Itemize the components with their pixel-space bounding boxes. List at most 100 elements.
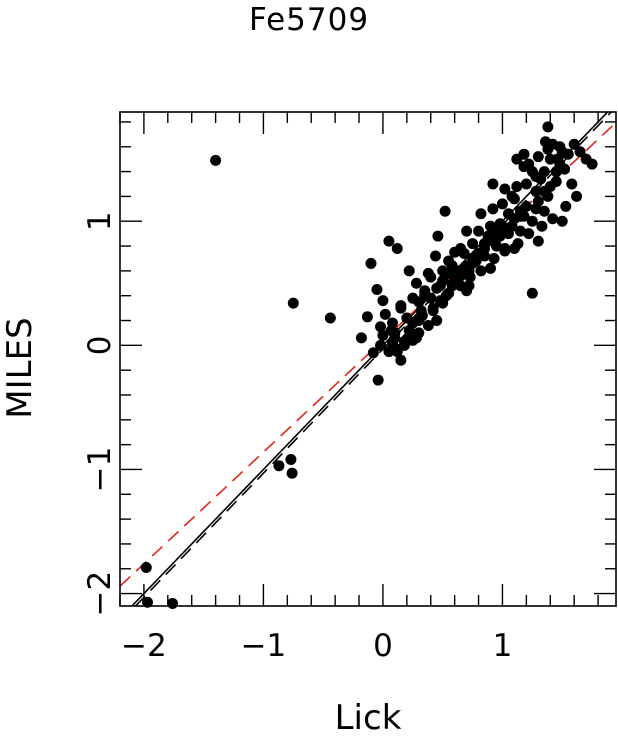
- y-axis-label: MILES: [0, 317, 40, 419]
- data-point: [532, 151, 544, 163]
- data-point: [532, 235, 544, 247]
- data-point: [518, 148, 530, 160]
- data-point: [512, 238, 524, 250]
- axis-ticks: [119, 112, 616, 606]
- data-point: [487, 178, 499, 190]
- data-point: [506, 220, 518, 232]
- data-point: [431, 315, 443, 327]
- data-point: [367, 347, 379, 359]
- data-point: [361, 311, 373, 323]
- data-point: [488, 252, 500, 264]
- data-point: [523, 228, 535, 240]
- data-point: [458, 247, 470, 259]
- y-tick-label: −1: [82, 447, 118, 493]
- data-point: [141, 596, 153, 608]
- data-point: [379, 308, 391, 320]
- data-point: [410, 277, 422, 289]
- data-point: [475, 265, 487, 277]
- data-point: [371, 283, 383, 295]
- data-point: [395, 354, 407, 366]
- dashed-line: [120, 121, 616, 587]
- y-tick-label: 1: [82, 211, 118, 231]
- data-point: [536, 220, 548, 232]
- data-point: [455, 280, 467, 292]
- data-point: [559, 163, 571, 175]
- data-points: [140, 121, 598, 610]
- data-point: [403, 324, 415, 336]
- data-point: [490, 240, 502, 252]
- data-point: [451, 265, 463, 277]
- data-point: [403, 265, 415, 277]
- data-point: [542, 190, 554, 202]
- data-point: [440, 290, 452, 302]
- data-point: [377, 295, 389, 307]
- data-point: [467, 238, 479, 250]
- data-point: [389, 342, 401, 354]
- data-point: [518, 210, 530, 222]
- x-axis-label: Lick: [334, 698, 402, 738]
- data-point: [499, 183, 511, 195]
- data-point: [437, 275, 449, 287]
- chart-title: Fe5709: [248, 2, 370, 38]
- data-point: [464, 271, 476, 283]
- data-point: [554, 141, 566, 153]
- data-point: [566, 178, 578, 190]
- data-point: [574, 146, 586, 158]
- data-point: [419, 285, 431, 297]
- data-point: [551, 153, 563, 165]
- data-point: [287, 297, 299, 309]
- data-point: [416, 310, 428, 322]
- data-point: [375, 321, 387, 333]
- data-point: [355, 332, 367, 344]
- data-point: [547, 213, 559, 225]
- data-point: [479, 238, 491, 250]
- data-point: [430, 250, 442, 262]
- data-point: [439, 205, 451, 217]
- data-point: [514, 225, 526, 237]
- data-point: [586, 158, 598, 170]
- data-point: [383, 235, 395, 247]
- data-point: [485, 262, 497, 274]
- data-point: [487, 203, 499, 215]
- data-point: [473, 225, 485, 237]
- data-point: [167, 598, 179, 610]
- data-point: [407, 334, 419, 346]
- data-point: [398, 339, 410, 351]
- data-point: [467, 252, 479, 264]
- x-tick-label: 1: [493, 628, 513, 664]
- y-tick-label: 0: [82, 335, 118, 355]
- x-tick-label: −1: [241, 628, 287, 664]
- x-tick-label: −2: [121, 628, 167, 664]
- data-point: [372, 374, 384, 386]
- data-point: [499, 243, 511, 255]
- data-point: [526, 215, 538, 227]
- data-point: [425, 271, 437, 283]
- data-point: [210, 154, 222, 166]
- tick-labels: −2 −1 0 1 −2 −1 0 1: [82, 211, 512, 664]
- data-point: [395, 302, 407, 314]
- data-point: [461, 225, 473, 237]
- data-point: [432, 230, 444, 242]
- plot-frame: [119, 111, 617, 607]
- data-point: [425, 292, 437, 304]
- data-point: [286, 467, 298, 479]
- data-point: [496, 220, 508, 232]
- data-point: [475, 208, 487, 220]
- data-point: [538, 205, 550, 217]
- data-point: [391, 243, 403, 255]
- data-point: [520, 200, 532, 212]
- data-point: [568, 138, 580, 150]
- data-point: [389, 327, 401, 339]
- data-point: [365, 257, 377, 269]
- data-point: [556, 215, 568, 227]
- x-tick-label: 0: [373, 628, 393, 664]
- data-point: [560, 200, 572, 212]
- data-point: [508, 193, 520, 205]
- data-point: [530, 203, 542, 215]
- data-point: [530, 185, 542, 197]
- data-point: [562, 148, 574, 160]
- data-point: [539, 136, 551, 148]
- data-point: [511, 180, 523, 192]
- data-point: [422, 319, 434, 331]
